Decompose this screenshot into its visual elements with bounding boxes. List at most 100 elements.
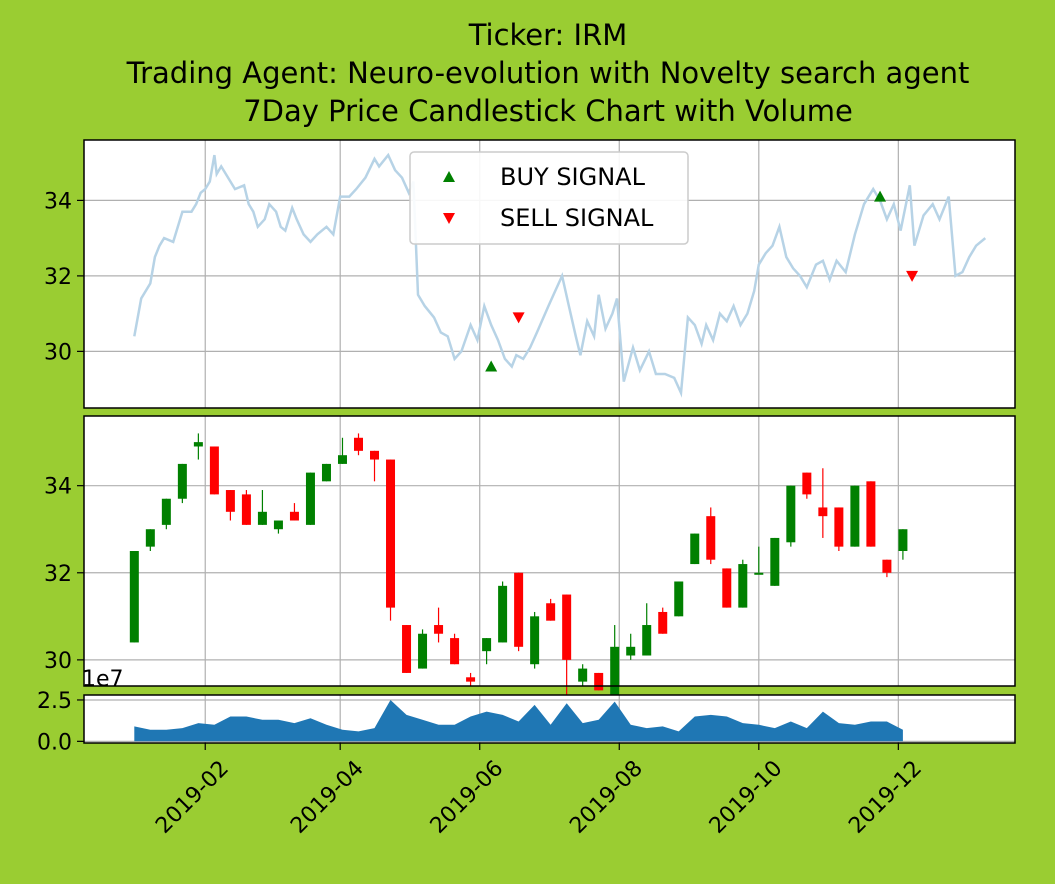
volume-panel: 0.0 2.5 1e7 bbox=[37, 667, 1016, 755]
candle-body bbox=[546, 603, 556, 621]
candle-body bbox=[514, 572, 524, 647]
candle-body bbox=[257, 511, 267, 525]
candlestick bbox=[818, 468, 828, 538]
legend-sell-label: SELL SIGNAL bbox=[500, 204, 654, 232]
candle-body bbox=[770, 537, 780, 586]
candlestick bbox=[850, 485, 860, 547]
candlestick bbox=[754, 546, 764, 575]
candlesticks bbox=[129, 433, 908, 708]
candle-body bbox=[161, 498, 171, 525]
candlestick bbox=[370, 450, 380, 482]
candlestick bbox=[866, 481, 876, 547]
legend-buy-label: BUY SIGNAL bbox=[500, 163, 646, 191]
candlestick bbox=[514, 572, 524, 652]
chart-title-line-1: Ticker: IRM bbox=[468, 18, 628, 52]
candlestick bbox=[466, 672, 476, 686]
buy-signal-marker bbox=[874, 190, 887, 202]
candlestick bbox=[882, 559, 892, 578]
candlestick bbox=[257, 490, 267, 525]
candlestick bbox=[337, 437, 347, 464]
candle-body bbox=[386, 459, 396, 608]
candle-body bbox=[321, 463, 331, 482]
candlestick bbox=[642, 603, 652, 656]
candlestick bbox=[738, 559, 748, 608]
candle-body bbox=[578, 668, 588, 682]
candlestick-plot-frame bbox=[83, 415, 1016, 687]
candlestick bbox=[802, 472, 812, 499]
legend-sell-marker-icon bbox=[443, 213, 455, 224]
candle-body bbox=[530, 616, 540, 665]
candlestick bbox=[161, 498, 171, 530]
candle-body bbox=[594, 672, 604, 691]
candle-body bbox=[898, 529, 908, 551]
candle-body bbox=[353, 437, 363, 451]
price-panel: 30 32 34 BUY SIGNAL SELL SIGNAL bbox=[44, 139, 1016, 409]
volume-scale-label: 1e7 bbox=[82, 667, 124, 692]
candlestick bbox=[674, 581, 684, 617]
volume-plot-frame bbox=[83, 694, 1016, 744]
candle-body bbox=[418, 633, 428, 669]
candle-body bbox=[786, 485, 796, 543]
candle-body bbox=[738, 564, 748, 608]
candlestick bbox=[562, 594, 572, 700]
candle-body bbox=[241, 494, 251, 525]
candle-body bbox=[642, 625, 652, 656]
candle-body bbox=[818, 507, 828, 517]
candle-body bbox=[706, 516, 716, 560]
candle-body bbox=[850, 485, 860, 547]
price-tick-label: 32 bbox=[44, 265, 72, 290]
candle-body bbox=[225, 490, 235, 512]
signal-markers bbox=[485, 190, 919, 372]
volume-y-axis: 0.0 2.5 bbox=[37, 689, 84, 755]
candle-body bbox=[193, 442, 203, 447]
candle-body bbox=[754, 572, 764, 575]
candlestick bbox=[482, 638, 492, 665]
candlestick bbox=[546, 598, 556, 621]
buy-signal-marker bbox=[485, 360, 498, 372]
candle-body bbox=[145, 529, 155, 547]
candlestick bbox=[834, 507, 844, 551]
candle-body bbox=[305, 472, 315, 525]
candlestick-panel: 30 32 34 bbox=[44, 415, 1016, 708]
candlestick bbox=[209, 446, 219, 495]
candlestick bbox=[353, 433, 363, 456]
candle-body bbox=[690, 533, 700, 565]
candlestick bbox=[450, 633, 460, 665]
candlestick bbox=[402, 625, 412, 673]
candlestick bbox=[177, 463, 187, 504]
candlestick bbox=[434, 607, 444, 643]
candle-body bbox=[434, 625, 444, 634]
candle-body bbox=[337, 455, 347, 464]
candlestick bbox=[193, 433, 203, 460]
chart-title-line-3: 7Day Price Candlestick Chart with Volume bbox=[243, 94, 853, 128]
candle-body bbox=[610, 646, 620, 708]
candle-body bbox=[498, 585, 508, 643]
candlestick bbox=[610, 625, 620, 708]
candle-body bbox=[658, 611, 668, 634]
candle-body bbox=[674, 581, 684, 617]
volume-tick-label: 2.5 bbox=[37, 689, 72, 714]
candlestick bbox=[770, 537, 780, 586]
sell-signal-marker bbox=[906, 270, 919, 282]
candlestick bbox=[530, 611, 540, 669]
candlestick-y-axis: 30 32 34 bbox=[44, 475, 84, 674]
candlestick-tick-label: 30 bbox=[44, 649, 72, 674]
price-tick-label: 34 bbox=[44, 189, 72, 214]
candle-body bbox=[450, 638, 460, 665]
candlestick bbox=[706, 507, 716, 565]
price-plot-frame bbox=[83, 139, 1016, 409]
legend-box bbox=[409, 151, 689, 245]
candlestick bbox=[786, 485, 796, 547]
candlestick bbox=[289, 503, 299, 521]
price-line bbox=[133, 152, 987, 398]
candlestick bbox=[690, 533, 700, 565]
candle-body bbox=[626, 646, 636, 656]
candle-body bbox=[882, 559, 892, 573]
candle-body bbox=[273, 520, 283, 530]
candle-body bbox=[402, 625, 412, 673]
candlestick bbox=[225, 490, 235, 521]
chart-title-line-2: Trading Agent: Neuro-evolution with Nove… bbox=[126, 56, 970, 90]
legend-buy-marker-icon bbox=[443, 171, 455, 182]
candlestick bbox=[626, 633, 636, 660]
